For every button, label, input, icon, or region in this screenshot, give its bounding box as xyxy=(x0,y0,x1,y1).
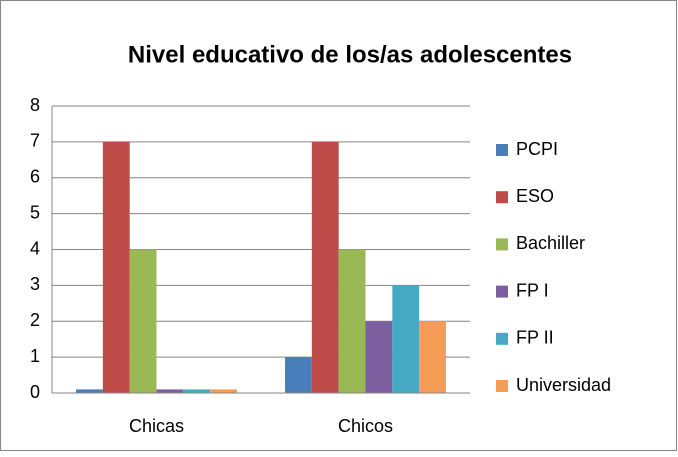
legend-swatch xyxy=(496,285,508,298)
chart-title: Nivel educativo de los/as adolescentes xyxy=(128,41,572,68)
legend-swatch xyxy=(496,191,508,204)
bar xyxy=(102,141,130,393)
bar xyxy=(129,249,157,393)
legend-swatch xyxy=(496,380,508,392)
legend-label: FP I xyxy=(516,280,549,300)
legend-swatch xyxy=(496,144,508,156)
legend-label: Bachiller xyxy=(516,233,585,253)
y-tick-label: 6 xyxy=(30,167,40,187)
legend-swatch xyxy=(496,238,508,251)
y-tick-label: 2 xyxy=(30,310,40,330)
bar xyxy=(156,389,184,393)
y-tick-label: 3 xyxy=(30,274,40,294)
legend-swatch xyxy=(496,332,508,345)
y-tick-label: 5 xyxy=(30,202,40,222)
bar xyxy=(210,389,237,393)
bar xyxy=(76,389,103,393)
legend-label: Universidad xyxy=(516,375,611,395)
y-tick-label: 8 xyxy=(30,95,40,115)
bar xyxy=(365,321,393,393)
legend-label: FP II xyxy=(516,328,554,348)
y-tick-label: 7 xyxy=(30,131,40,151)
x-tick-label: Chicas xyxy=(129,416,184,436)
bar xyxy=(183,389,211,393)
bar xyxy=(285,357,312,393)
legend-label: ESO xyxy=(516,186,554,206)
bar xyxy=(392,285,420,393)
x-tick-label: Chicos xyxy=(338,416,393,436)
bar xyxy=(419,321,446,393)
bar xyxy=(311,141,339,393)
legend-label: PCPI xyxy=(516,139,558,159)
y-tick-label: 4 xyxy=(30,238,40,258)
y-tick-label: 0 xyxy=(30,382,40,402)
y-tick-label: 1 xyxy=(30,346,40,366)
bar xyxy=(338,249,366,393)
